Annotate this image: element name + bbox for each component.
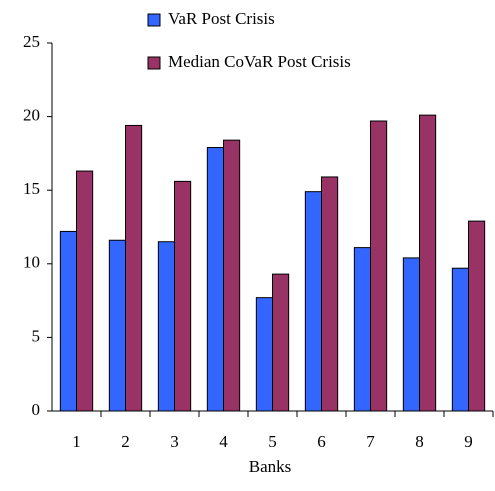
bar bbox=[157, 241, 176, 412]
bar bbox=[125, 124, 143, 412]
x-tick-label: 6 bbox=[317, 432, 326, 451]
legend-label: VaR Post Crisis bbox=[168, 9, 275, 28]
x-tick-label: 1 bbox=[72, 432, 81, 451]
x-tick-label: 9 bbox=[464, 432, 473, 451]
y-tick-label: 20 bbox=[23, 106, 40, 125]
bar bbox=[304, 191, 322, 412]
bar bbox=[223, 139, 241, 412]
legend-swatch bbox=[147, 13, 161, 27]
x-tick-label: 4 bbox=[219, 432, 228, 451]
bar bbox=[272, 273, 290, 412]
bar bbox=[76, 170, 94, 412]
bar bbox=[370, 120, 388, 412]
bar bbox=[59, 230, 78, 412]
y-tick-label: 25 bbox=[23, 32, 40, 51]
bar bbox=[108, 239, 127, 412]
y-tick-label: 5 bbox=[32, 326, 41, 345]
bar bbox=[174, 180, 192, 412]
x-tick-label: 8 bbox=[415, 432, 424, 451]
bar bbox=[402, 257, 420, 412]
x-tick-label: 2 bbox=[121, 432, 130, 451]
x-tick-label: 3 bbox=[170, 432, 179, 451]
bar bbox=[321, 176, 339, 412]
legend-swatch bbox=[147, 56, 161, 70]
bar bbox=[255, 297, 273, 412]
y-tick-label: 10 bbox=[23, 253, 40, 272]
bar bbox=[353, 247, 371, 412]
bar bbox=[206, 147, 225, 412]
y-tick-label: 0 bbox=[32, 400, 41, 419]
x-tick-label: 5 bbox=[268, 432, 277, 451]
x-axis-label: Banks bbox=[249, 457, 292, 476]
bar bbox=[451, 267, 469, 412]
bar bbox=[419, 114, 437, 412]
y-tick-label: 15 bbox=[23, 179, 40, 198]
legend-label: Median CoVaR Post Crisis bbox=[168, 52, 351, 71]
bar bbox=[468, 220, 486, 412]
x-tick-label: 7 bbox=[366, 432, 375, 451]
